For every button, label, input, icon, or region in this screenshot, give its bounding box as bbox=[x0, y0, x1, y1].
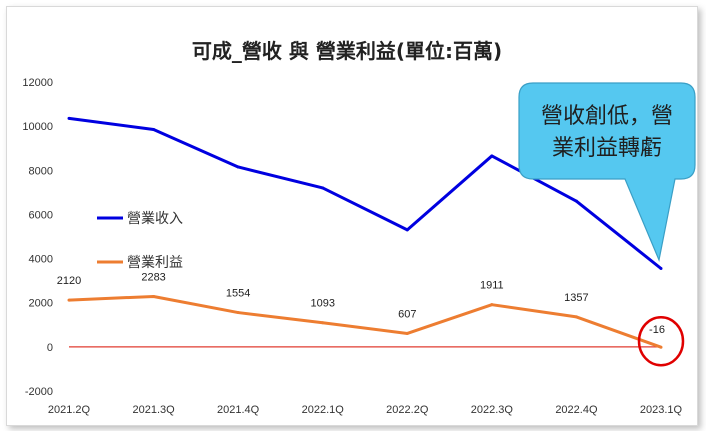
data-point bbox=[321, 321, 325, 325]
data-label: -16 bbox=[649, 324, 665, 336]
data-label: 2283 bbox=[141, 271, 165, 283]
x-axis: 2021.2Q 2021.3Q 2021.4Q 2022.1Q 2022.2Q 2022.… bbox=[48, 404, 683, 416]
x-tick-label: 2022.2Q bbox=[386, 404, 429, 416]
data-point bbox=[405, 331, 409, 335]
x-tick-label: 2023.1Q bbox=[640, 404, 683, 416]
data-point bbox=[659, 267, 663, 271]
data-label: 1554 bbox=[226, 288, 250, 300]
x-tick-label: 2022.3Q bbox=[471, 404, 514, 416]
data-point bbox=[490, 154, 494, 158]
x-tick-label: 2021.2Q bbox=[48, 404, 91, 416]
data-point bbox=[236, 165, 240, 169]
series-line-1 bbox=[68, 116, 662, 270]
data-point bbox=[659, 345, 663, 349]
y-tick-label: 10000 bbox=[22, 121, 53, 133]
data-label: 1357 bbox=[564, 292, 588, 304]
data-point bbox=[152, 294, 156, 298]
chart-svg: 可成_營收 與 營業利益(單位:百萬) -2000 0 2000 4000 6000 80… bbox=[22, 39, 696, 416]
data-point bbox=[574, 315, 578, 319]
series-group bbox=[67, 116, 663, 349]
data-point bbox=[236, 311, 240, 315]
legend-label: 營業收入 bbox=[127, 211, 183, 227]
data-labels: 2120 2283 1554 1093 607 1911 1357 -16 bbox=[57, 271, 665, 336]
data-label: 2120 bbox=[57, 275, 81, 287]
series-line-2 bbox=[68, 294, 662, 349]
y-axis: -2000 0 2000 4000 6000 8000 10000 12000 bbox=[22, 77, 53, 398]
callout-text-line: 營收創低，營 bbox=[541, 104, 673, 129]
chart-title: 可成_營收 與 營業利益(單位:百萬) bbox=[192, 39, 502, 63]
x-tick-label: 2022.1Q bbox=[302, 404, 345, 416]
data-point bbox=[67, 298, 71, 302]
x-tick-label: 2022.4Q bbox=[555, 404, 598, 416]
data-label: 1911 bbox=[480, 280, 504, 292]
y-tick-label: 6000 bbox=[29, 209, 53, 221]
y-tick-label: 4000 bbox=[29, 254, 53, 266]
data-point bbox=[67, 116, 71, 120]
y-tick-label: 0 bbox=[47, 342, 53, 354]
data-point bbox=[321, 186, 325, 190]
data-point bbox=[152, 127, 156, 131]
y-tick-label: 2000 bbox=[29, 298, 53, 310]
chart-frame: 可成_營收 與 營業利益(單位:百萬) -2000 0 2000 4000 6000 80… bbox=[6, 6, 698, 426]
highlight-circle bbox=[637, 315, 685, 367]
x-tick-label: 2021.3Q bbox=[132, 404, 175, 416]
legend-label: 營業利益 bbox=[127, 255, 183, 271]
x-tick-label: 2021.4Q bbox=[217, 404, 260, 416]
data-point bbox=[574, 199, 578, 203]
callout-shape bbox=[518, 82, 696, 263]
y-tick-label: -2000 bbox=[25, 386, 53, 398]
data-point bbox=[490, 303, 494, 307]
y-tick-label: 12000 bbox=[22, 77, 53, 89]
data-label: 607 bbox=[398, 308, 416, 320]
callout-text-line: 業利益轉虧 bbox=[552, 136, 662, 161]
y-tick-label: 8000 bbox=[29, 165, 53, 177]
data-point bbox=[405, 228, 409, 232]
data-label: 1093 bbox=[310, 298, 334, 310]
